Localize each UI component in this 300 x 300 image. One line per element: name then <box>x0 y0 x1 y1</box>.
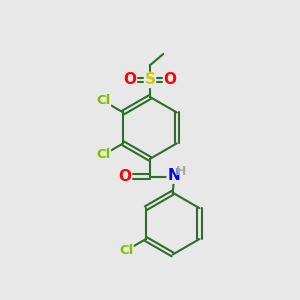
Text: O: O <box>124 72 136 87</box>
Text: Cl: Cl <box>119 244 133 257</box>
Text: O: O <box>118 169 131 184</box>
Text: N: N <box>167 168 180 183</box>
Text: H: H <box>176 165 186 178</box>
Text: O: O <box>164 72 176 87</box>
Text: Cl: Cl <box>96 148 110 161</box>
Text: S: S <box>145 72 155 87</box>
Text: Cl: Cl <box>96 94 110 107</box>
